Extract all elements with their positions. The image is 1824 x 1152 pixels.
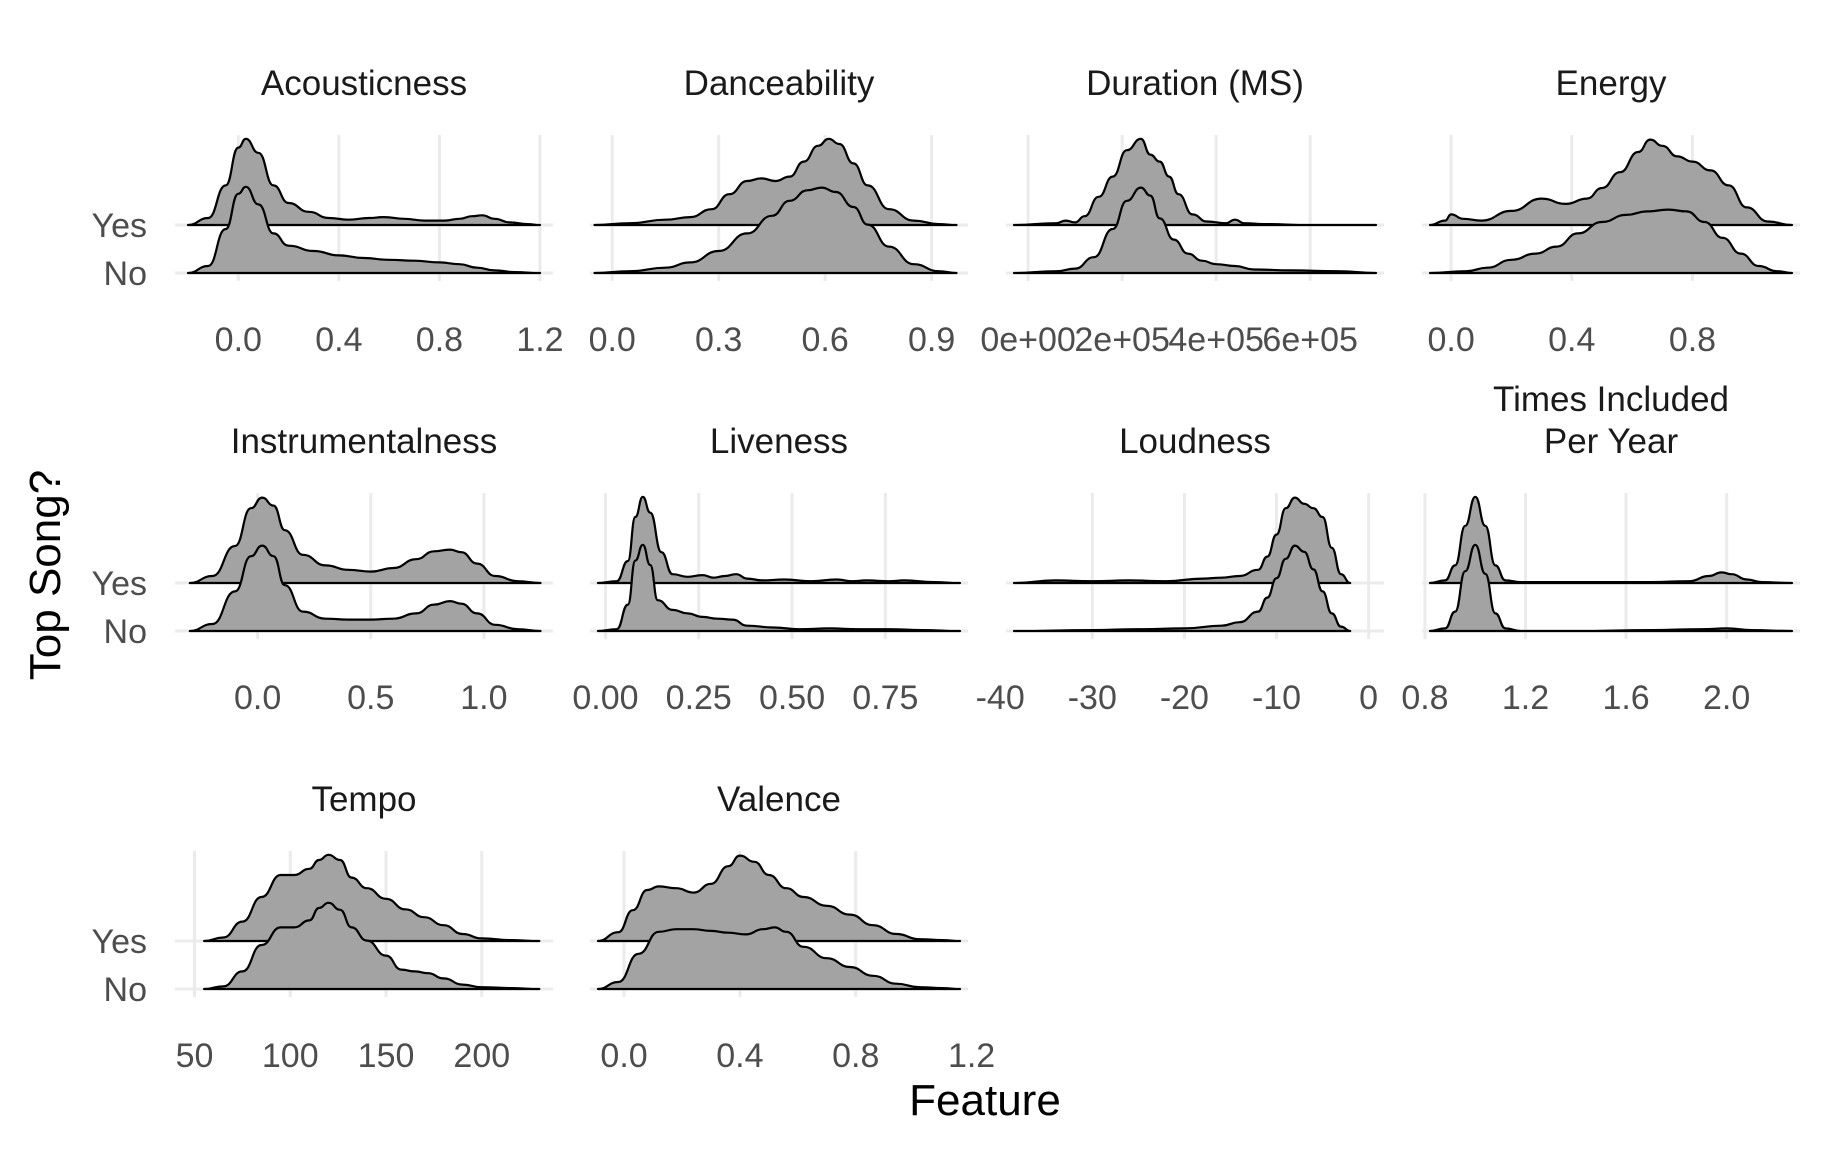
x-tick-label: 0e+00 bbox=[980, 321, 1076, 359]
y-category-label: Yes bbox=[92, 923, 147, 961]
x-tick-label: 1.2 bbox=[1502, 679, 1549, 717]
x-tick-label: 0.3 bbox=[695, 321, 742, 359]
ridge-yes bbox=[596, 854, 962, 943]
facet-title: Times Included bbox=[1493, 380, 1729, 419]
x-tick-label: -30 bbox=[1068, 679, 1117, 717]
x-tick-label: 0 bbox=[1359, 679, 1378, 717]
facet-title: Acousticness bbox=[261, 64, 467, 103]
facet-title: Tempo bbox=[311, 780, 416, 819]
facet-title: Instrumentalness bbox=[231, 422, 498, 461]
facet-title: Energy bbox=[1556, 64, 1667, 103]
x-tick-label: 0.6 bbox=[802, 321, 849, 359]
x-tick-label: 6e+05 bbox=[1262, 321, 1358, 359]
ridge-no bbox=[1428, 208, 1794, 275]
x-tick-label: 0.5 bbox=[347, 679, 394, 717]
x-tick-label: 1.0 bbox=[460, 679, 507, 717]
x-tick-label: 200 bbox=[453, 1037, 510, 1075]
x-tick-label: 0.00 bbox=[572, 679, 638, 717]
ridge-no bbox=[596, 543, 962, 633]
facet-panel: Instrumentalness 0.0 0.5 1.0 Yes No bbox=[92, 422, 553, 717]
x-tick-label: 50 bbox=[176, 1037, 214, 1075]
y-category-label: No bbox=[104, 613, 147, 651]
facet-panel: Tempo 50 100 150 200 Yes No bbox=[92, 780, 553, 1075]
y-axis-title: Top Song? bbox=[21, 470, 70, 680]
facet-panel: Energy 0.0 0.4 0.8 bbox=[1422, 64, 1800, 359]
x-tick-label: 0.0 bbox=[1427, 321, 1474, 359]
x-tick-label: 100 bbox=[262, 1037, 319, 1075]
ridge-yes bbox=[1012, 496, 1352, 585]
facet-panel: Loudness -40 -30 -20 -10 0 bbox=[976, 422, 1384, 717]
facet-panels: Acousticness 0.0 0.4 0.8 1.2 Yes No Danceabilit… bbox=[92, 64, 1800, 1075]
ridge-yes bbox=[1428, 138, 1794, 227]
ridge-yes bbox=[1428, 495, 1794, 585]
x-tick-label: 1.2 bbox=[948, 1037, 995, 1075]
x-tick-label: 0.8 bbox=[1401, 679, 1448, 717]
x-tick-label: 0.25 bbox=[666, 679, 732, 717]
ridge-yes bbox=[203, 853, 541, 943]
x-tick-label: 0.0 bbox=[600, 1037, 647, 1075]
ridge-yes bbox=[188, 496, 542, 585]
facet-title: Danceability bbox=[684, 64, 875, 103]
x-tick-label: 0.8 bbox=[1669, 321, 1716, 359]
x-tick-label: -10 bbox=[1252, 679, 1301, 717]
facet-title: Loudness bbox=[1119, 422, 1271, 461]
x-tick-label: 0.4 bbox=[716, 1037, 763, 1075]
x-tick-label: 1.6 bbox=[1602, 679, 1649, 717]
ridge-no bbox=[593, 186, 958, 275]
ridge-no bbox=[596, 926, 962, 991]
x-tick-label: 0.50 bbox=[759, 679, 825, 717]
ridge-no bbox=[1012, 544, 1352, 633]
y-category-label: No bbox=[104, 971, 147, 1009]
ridge-yes bbox=[186, 137, 542, 227]
x-tick-label: 4e+05 bbox=[1168, 321, 1264, 359]
x-tick-label: 0.4 bbox=[1548, 321, 1595, 359]
x-tick-label: 0.8 bbox=[416, 321, 463, 359]
x-tick-label: 0.75 bbox=[852, 679, 918, 717]
facet-title: Per Year bbox=[1544, 422, 1679, 461]
x-tick-label: 0.8 bbox=[832, 1037, 879, 1075]
facet-panel: Liveness 0.00 0.25 0.50 0.75 bbox=[572, 422, 968, 717]
x-tick-label: 0.9 bbox=[908, 321, 955, 359]
x-tick-label: 150 bbox=[358, 1037, 415, 1075]
facet-title: Liveness bbox=[710, 422, 848, 461]
x-axis-title: Feature bbox=[909, 1076, 1061, 1125]
facet-title: Valence bbox=[717, 780, 841, 819]
ridge-yes bbox=[1012, 137, 1378, 227]
ridge-no bbox=[1012, 186, 1378, 275]
x-tick-label: 0.0 bbox=[215, 321, 262, 359]
x-tick-label: 0.4 bbox=[315, 321, 362, 359]
facet-panel: Valence 0.0 0.4 0.8 1.2 bbox=[590, 780, 995, 1075]
x-tick-label: 2e+05 bbox=[1074, 321, 1170, 359]
x-tick-label: 2.0 bbox=[1703, 679, 1750, 717]
ridge-no bbox=[188, 544, 542, 633]
x-tick-label: 0.0 bbox=[234, 679, 281, 717]
ridge-no bbox=[1428, 543, 1794, 633]
facet-panel: Danceability 0.0 0.3 0.6 0.9 bbox=[589, 64, 968, 359]
x-tick-label: 1.2 bbox=[516, 321, 563, 359]
ridge-no bbox=[203, 901, 541, 991]
ridge-no bbox=[186, 185, 542, 275]
x-tick-label: -20 bbox=[1160, 679, 1209, 717]
y-category-label: No bbox=[104, 255, 147, 293]
facet-panel: Acousticness 0.0 0.4 0.8 1.2 Yes No bbox=[92, 64, 564, 359]
y-category-label: Yes bbox=[92, 565, 147, 603]
x-tick-label: 0.0 bbox=[589, 321, 636, 359]
ridge-yes bbox=[593, 137, 958, 227]
y-category-label: Yes bbox=[92, 207, 147, 245]
x-tick-label: -40 bbox=[976, 679, 1025, 717]
facet-title: Duration (MS) bbox=[1086, 64, 1304, 103]
